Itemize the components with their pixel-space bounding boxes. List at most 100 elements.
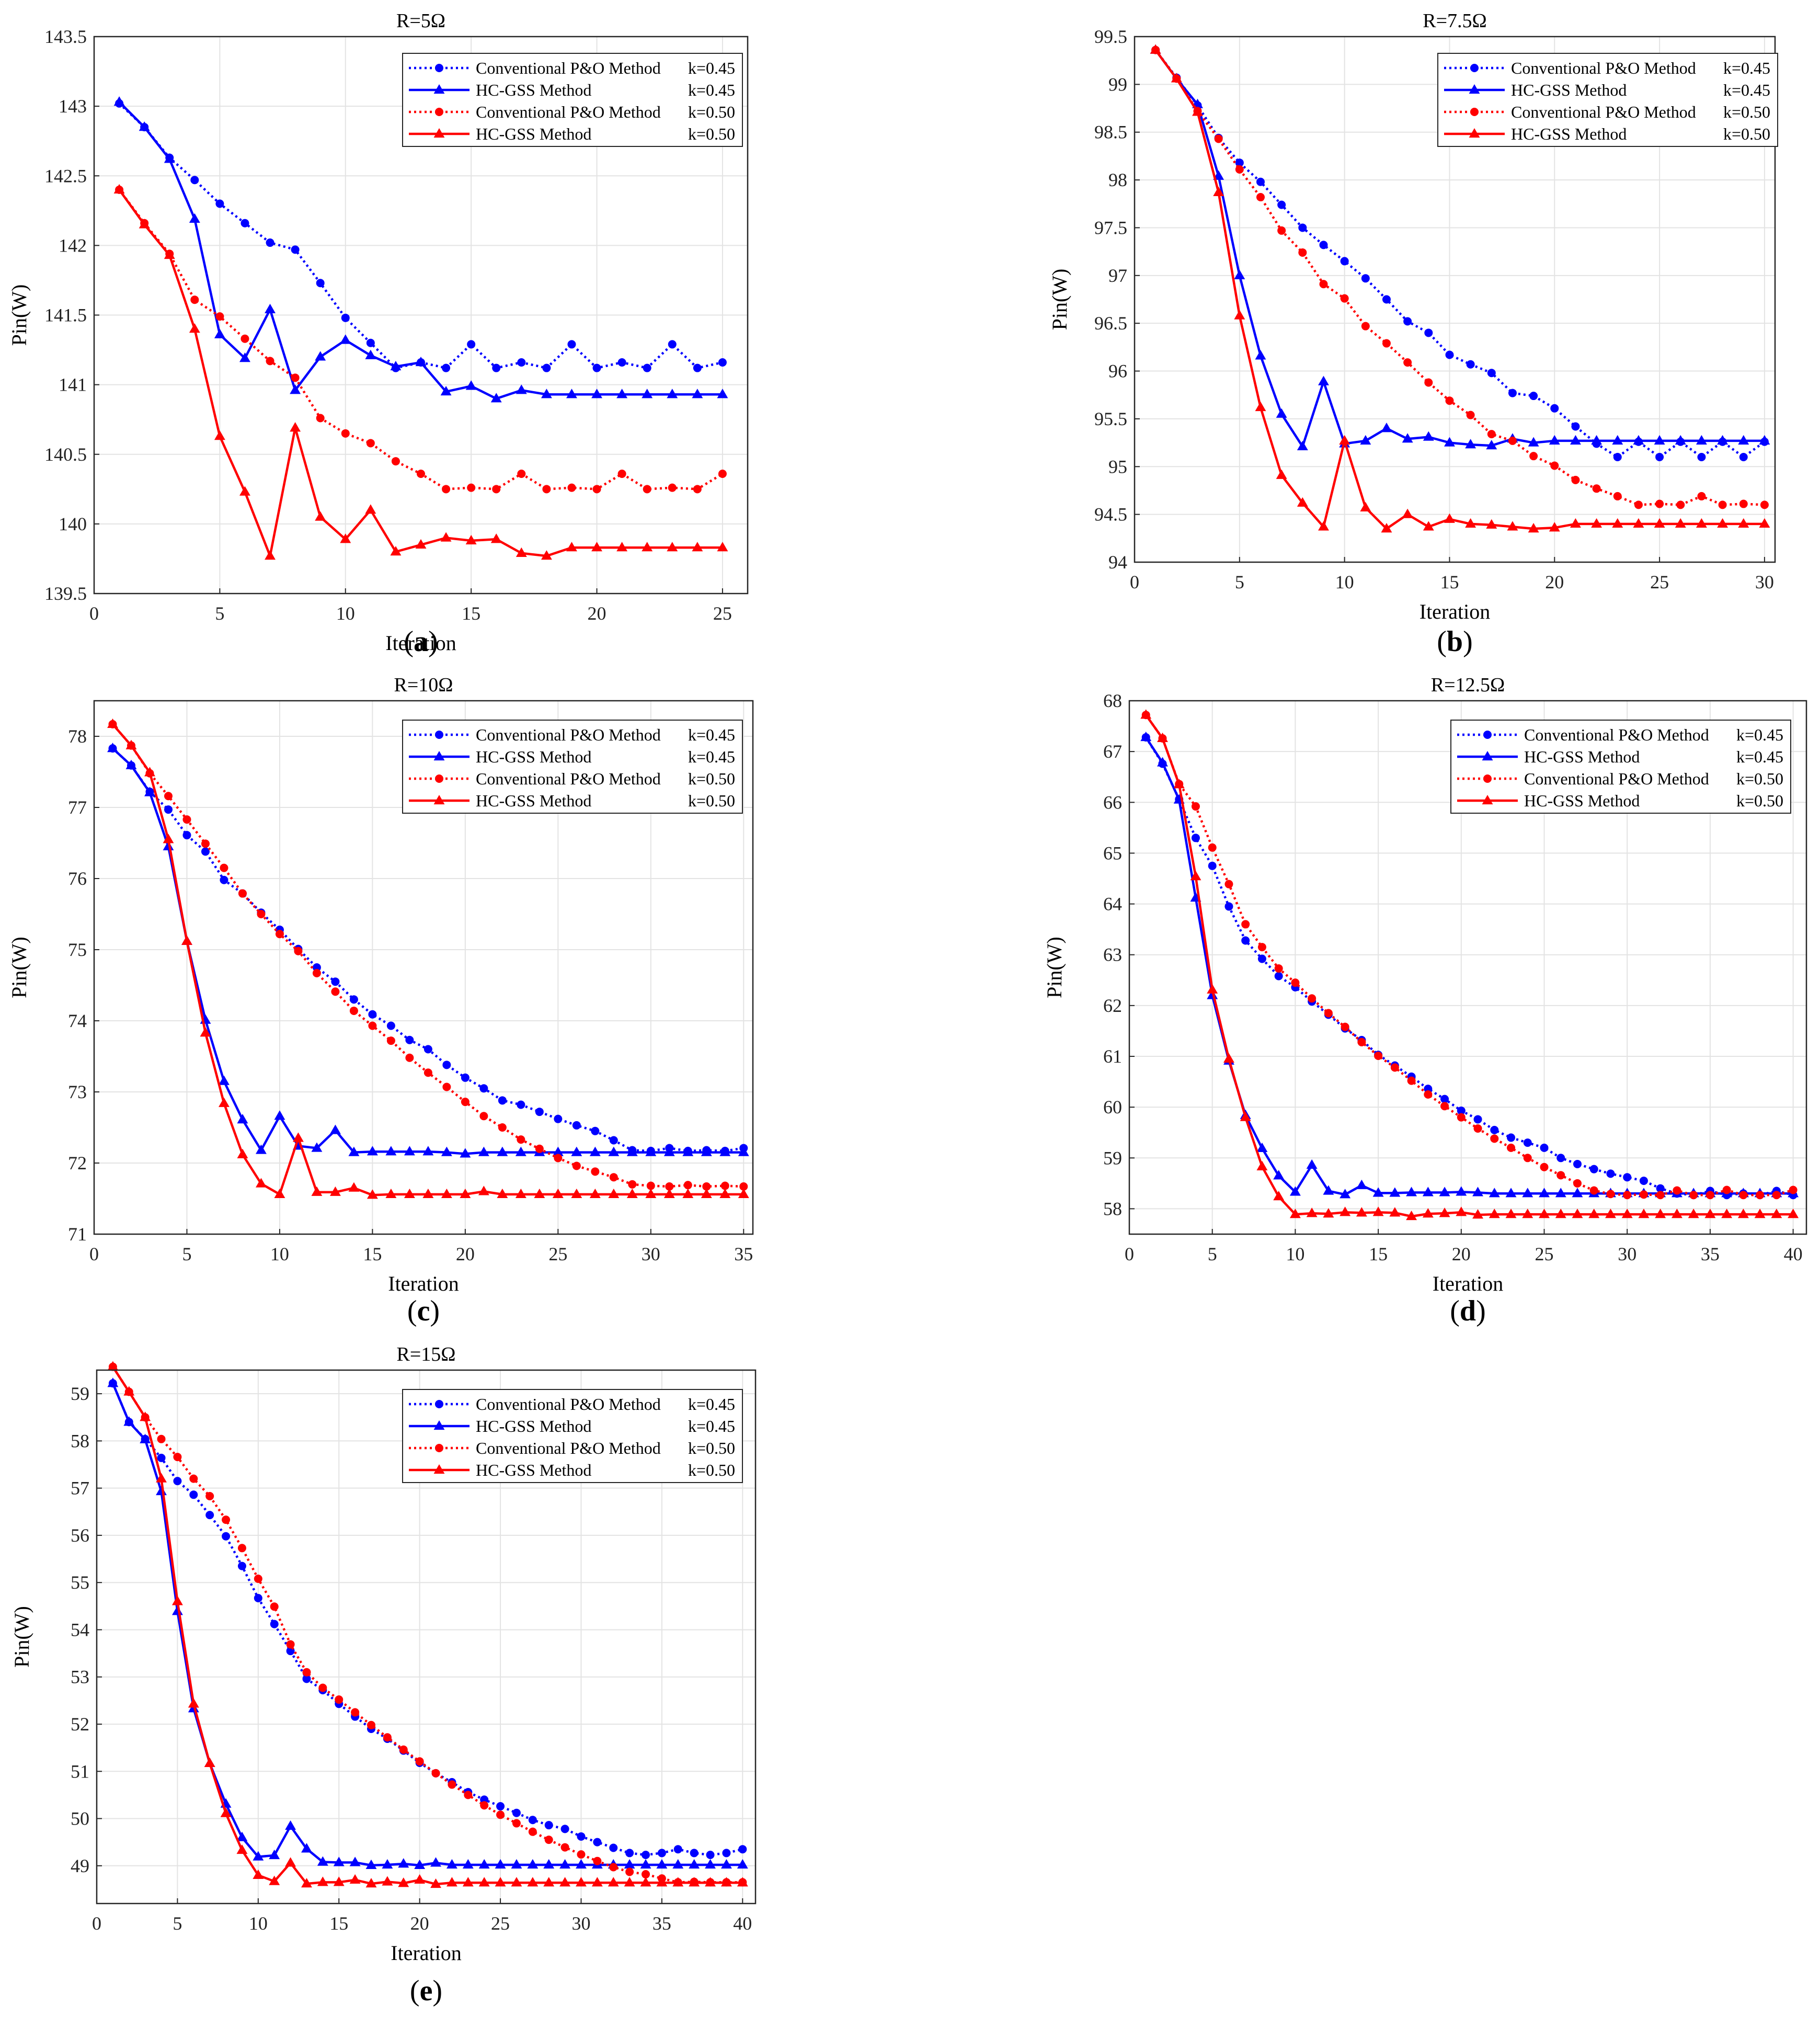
data-point (382, 1859, 393, 1869)
data-point (312, 968, 321, 977)
data-point (1738, 518, 1749, 528)
legend-marker (435, 108, 443, 116)
data-point (1771, 1209, 1782, 1218)
data-point (567, 483, 576, 492)
data-point (683, 1181, 692, 1190)
data-point (492, 363, 501, 372)
data-point (415, 1757, 424, 1766)
chart-title: R=12.5Ω (1431, 674, 1505, 696)
y-tick-label: 55 (71, 1572, 89, 1593)
y-tick-label: 74 (68, 1010, 87, 1031)
data-point (265, 550, 276, 560)
data-point (719, 1146, 731, 1156)
data-point (270, 1620, 279, 1628)
data-point (1439, 1187, 1450, 1196)
legend-method-label: Conventional P&O Method (1511, 59, 1696, 77)
data-point (1273, 1170, 1285, 1180)
y-tick-label: 63 (1103, 944, 1122, 965)
data-point (125, 739, 137, 749)
data-point (442, 1082, 451, 1091)
data-point (274, 1110, 285, 1120)
data-point (1634, 500, 1643, 509)
y-tick-label: 67 (1103, 741, 1122, 762)
data-point (543, 1859, 555, 1869)
data-point (201, 839, 210, 848)
data-point (1306, 1207, 1318, 1217)
data-point (442, 485, 451, 494)
y-tick-label: 95 (1108, 456, 1127, 477)
data-point (368, 1010, 377, 1019)
data-point (107, 1361, 119, 1371)
x-tick-label: 20 (456, 1244, 475, 1264)
legend-k-label: k=0.50 (688, 102, 735, 121)
data-point (1402, 433, 1413, 443)
data-point (608, 1877, 619, 1887)
data-point (515, 1188, 526, 1198)
y-tick-label: 99.5 (1094, 26, 1127, 47)
data-point (333, 1876, 345, 1886)
data-point (157, 1453, 166, 1462)
data-point (1639, 1190, 1648, 1199)
data-point (1639, 1177, 1648, 1185)
data-point (577, 1832, 586, 1841)
data-point (566, 542, 577, 552)
data-point (1324, 1009, 1333, 1018)
legend-k-label: k=0.50 (1736, 769, 1783, 788)
data-point (290, 384, 301, 394)
x-axis-label: Iteration (1420, 600, 1491, 623)
data-point (1241, 920, 1250, 929)
data-point (398, 1858, 409, 1868)
data-point (415, 357, 427, 367)
data-point (316, 414, 325, 423)
data-point (552, 1146, 564, 1156)
data-point (1472, 1187, 1483, 1196)
legend-marker (435, 1444, 443, 1452)
y-tick-label: 71 (68, 1224, 87, 1245)
data-point (1528, 437, 1539, 447)
y-tick-label: 96 (1108, 361, 1127, 382)
data-point (423, 1068, 432, 1077)
data-point (1621, 1209, 1633, 1218)
y-tick-label: 96.5 (1094, 313, 1127, 334)
data-point (479, 1084, 488, 1093)
data-point (517, 1135, 525, 1144)
data-point (1549, 435, 1560, 445)
y-tick-label: 142.5 (44, 165, 87, 186)
data-point (340, 334, 351, 344)
data-point (1407, 1076, 1416, 1085)
y-tick-label: 73 (68, 1081, 87, 1102)
data-point (559, 1859, 571, 1869)
data-point (517, 470, 526, 478)
data-point (461, 1073, 470, 1082)
y-tick-label: 50 (71, 1808, 89, 1829)
data-point (415, 539, 427, 549)
data-point (1589, 1186, 1598, 1195)
data-point (1473, 1124, 1482, 1133)
data-point (554, 1114, 563, 1123)
data-point (593, 1856, 602, 1865)
data-point (1759, 435, 1770, 445)
data-point (1529, 392, 1538, 401)
data-point (241, 334, 249, 343)
legend-marker (433, 1420, 445, 1430)
legend-method-label: Conventional P&O Method (476, 1395, 661, 1414)
legend-marker (435, 64, 443, 72)
data-point (1613, 492, 1622, 500)
y-axis-label: Pin(W) (1048, 269, 1071, 331)
data-point (1372, 1206, 1384, 1216)
data-point (1361, 322, 1370, 331)
data-point (616, 542, 628, 552)
data-point (554, 1154, 563, 1163)
data-point (479, 1112, 488, 1121)
data-point (1273, 1191, 1285, 1201)
data-point (1298, 248, 1307, 257)
data-point (577, 1850, 586, 1859)
data-point (1465, 518, 1476, 528)
data-point (663, 1188, 675, 1198)
data-point (239, 352, 250, 362)
chart-panel-c: 0 5 10 15 20 25 30 35 71 72 73 74 75 76 77 78 R=10Ω Itera… (0, 667, 784, 1341)
data-point (646, 1181, 655, 1190)
data-point (1319, 280, 1328, 289)
data-point (205, 1511, 214, 1520)
data-point (1633, 435, 1644, 445)
